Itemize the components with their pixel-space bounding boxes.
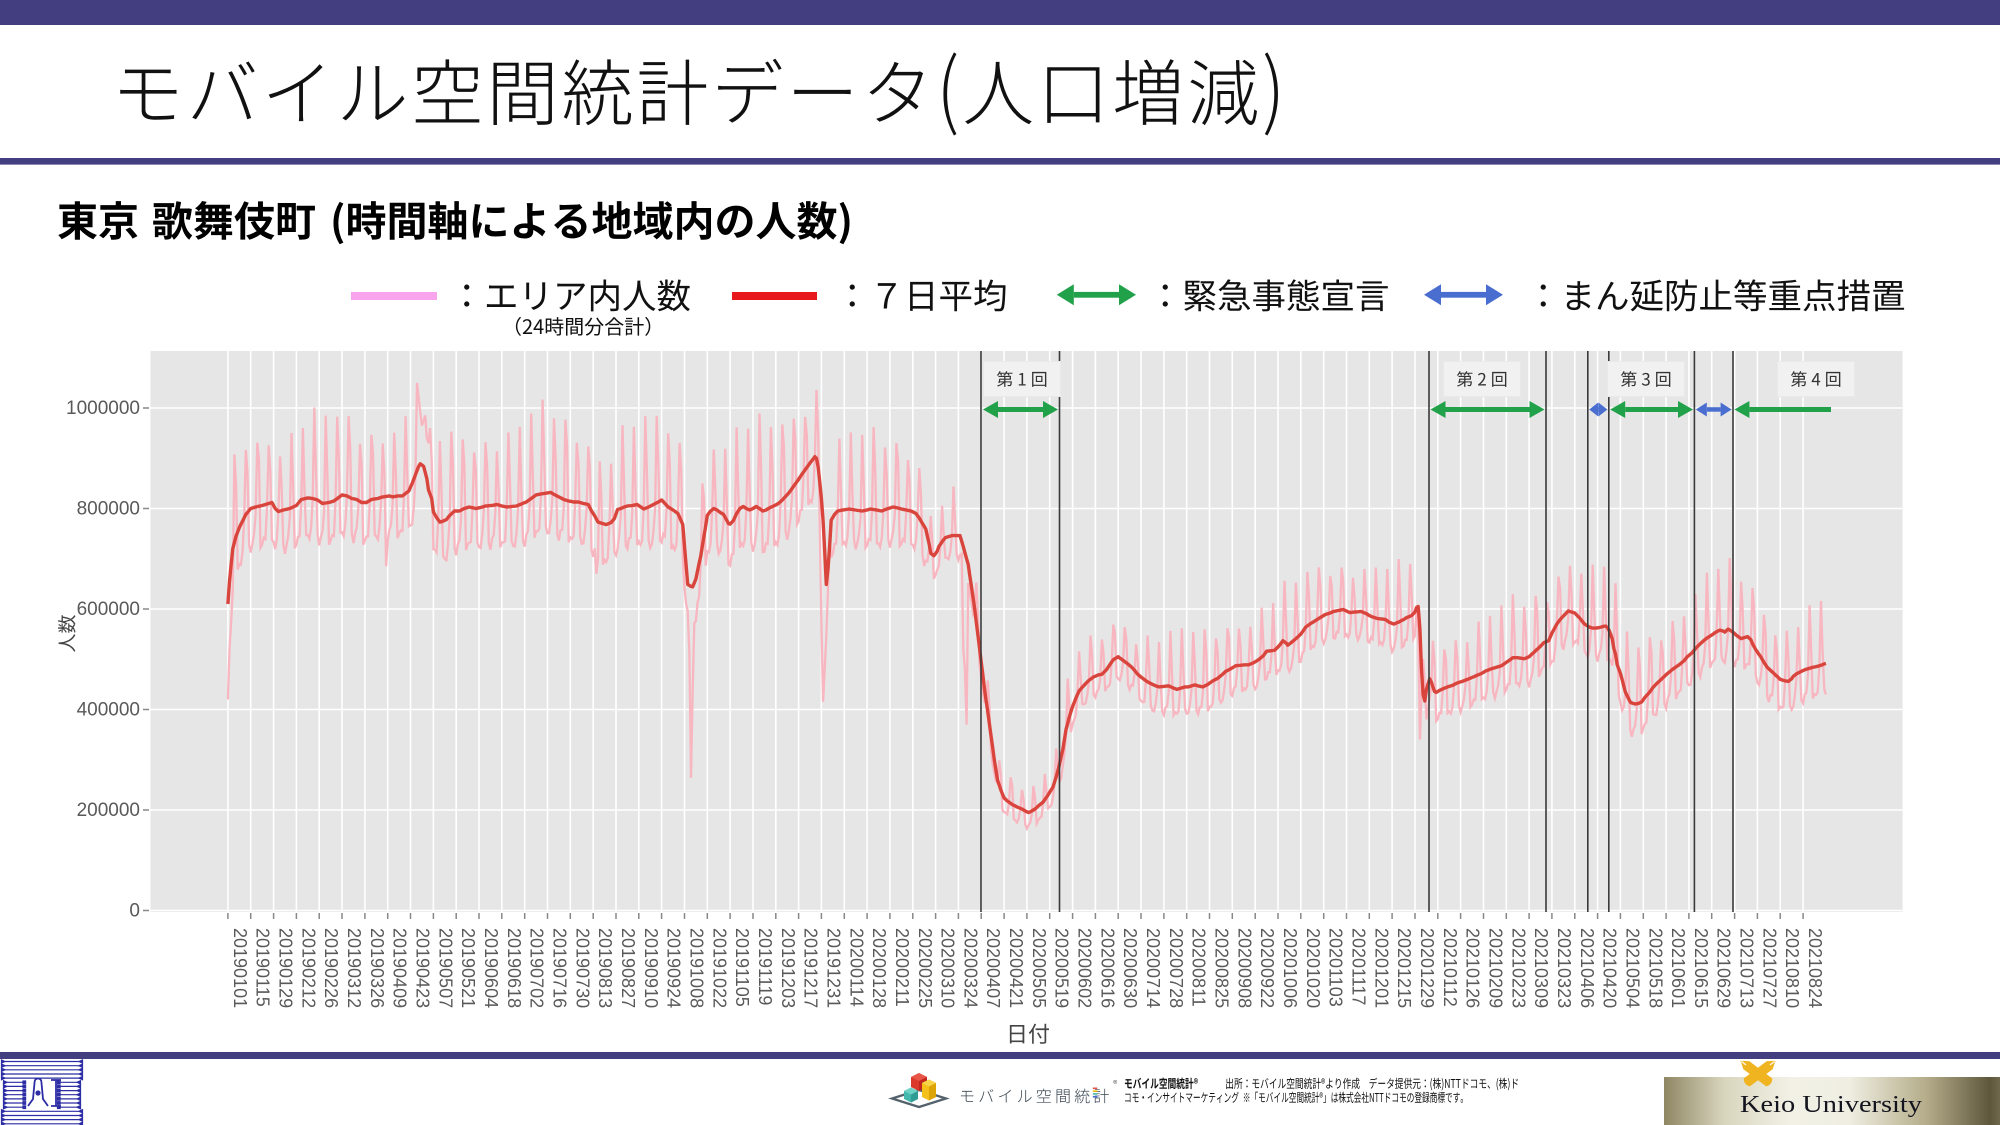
svg-text:20190115: 20190115: [253, 928, 273, 1007]
svg-text:20191008: 20191008: [687, 928, 707, 1008]
svg-text:20201201: 20201201: [1371, 928, 1391, 1008]
svg-text:20190716: 20190716: [550, 928, 570, 1008]
svg-text:20210824: 20210824: [1805, 928, 1825, 1008]
svg-text:20190312: 20190312: [344, 928, 364, 1008]
svg-text:20200324: 20200324: [960, 928, 980, 1008]
svg-text:20190409: 20190409: [390, 928, 410, 1008]
svg-text:20210518: 20210518: [1645, 928, 1665, 1008]
svg-text:20200602: 20200602: [1075, 928, 1095, 1008]
svg-text:20200922: 20200922: [1257, 928, 1277, 1008]
svg-text:20190618: 20190618: [504, 928, 524, 1008]
svg-text:20191105: 20191105: [732, 928, 752, 1007]
svg-text:800000: 800000: [77, 499, 140, 520]
svg-text:20191119: 20191119: [755, 928, 775, 1005]
svg-text:20190924: 20190924: [664, 928, 684, 1008]
svg-text:20201215: 20201215: [1394, 928, 1414, 1008]
svg-text:20200714: 20200714: [1143, 928, 1163, 1008]
svg-text:20200310: 20200310: [938, 928, 958, 1008]
svg-text:20210420: 20210420: [1600, 928, 1620, 1008]
svg-text:20201103: 20201103: [1326, 928, 1346, 1007]
svg-text:20201020: 20201020: [1303, 928, 1323, 1008]
svg-text:20210615: 20210615: [1691, 928, 1711, 1008]
svg-text:20210112: 20210112: [1440, 928, 1460, 1007]
svg-text:20190730: 20190730: [572, 928, 592, 1008]
svg-text:20201117: 20201117: [1349, 928, 1369, 1005]
svg-text:20210406: 20210406: [1577, 928, 1597, 1008]
svg-text:20190212: 20190212: [298, 928, 318, 1008]
svg-text:20210126: 20210126: [1463, 928, 1483, 1008]
svg-text:20190423: 20190423: [413, 928, 433, 1008]
svg-text:20190521: 20190521: [458, 928, 478, 1008]
svg-text:20210727: 20210727: [1759, 928, 1779, 1008]
svg-text:20190910: 20190910: [641, 928, 661, 1008]
svg-text:20200128: 20200128: [869, 928, 889, 1008]
svg-text:1000000: 1000000: [66, 398, 140, 419]
svg-text:20190827: 20190827: [618, 928, 638, 1008]
svg-text:20190604: 20190604: [481, 928, 501, 1008]
svg-text:20200505: 20200505: [1029, 928, 1049, 1008]
svg-text:20191022: 20191022: [709, 928, 729, 1008]
svg-text:20200811: 20200811: [1189, 928, 1209, 1007]
svg-text:20190226: 20190226: [321, 928, 341, 1008]
svg-text:20210810: 20210810: [1782, 928, 1802, 1008]
svg-text:20200114: 20200114: [846, 928, 866, 1007]
svg-text:20191217: 20191217: [801, 928, 821, 1008]
svg-text:20200519: 20200519: [1052, 928, 1072, 1008]
svg-text:20200407: 20200407: [983, 928, 1003, 1008]
svg-text:20210223: 20210223: [1508, 928, 1528, 1008]
svg-text:20190813: 20190813: [595, 928, 615, 1008]
svg-text:20210504: 20210504: [1622, 928, 1642, 1008]
svg-text:20200421: 20200421: [1006, 928, 1026, 1008]
svg-text:400000: 400000: [77, 700, 140, 721]
svg-text:20191203: 20191203: [778, 928, 798, 1008]
svg-text:Keio University: Keio University: [1740, 1092, 1922, 1118]
svg-text:20191231: 20191231: [823, 928, 843, 1008]
svg-text:20200225: 20200225: [915, 928, 935, 1008]
svg-text:20210629: 20210629: [1714, 928, 1734, 1008]
svg-text:600000: 600000: [77, 599, 140, 620]
svg-text:20210713: 20210713: [1737, 928, 1757, 1008]
svg-text:20190326: 20190326: [367, 928, 387, 1008]
svg-text:20190129: 20190129: [276, 928, 296, 1008]
svg-text:20210309: 20210309: [1531, 928, 1551, 1008]
svg-text:20200728: 20200728: [1166, 928, 1186, 1008]
svg-text:20190507: 20190507: [435, 928, 455, 1008]
svg-text:200000: 200000: [77, 800, 140, 821]
svg-text:20201229: 20201229: [1417, 928, 1437, 1008]
svg-text:20201006: 20201006: [1280, 928, 1300, 1008]
svg-text:20190101: 20190101: [230, 928, 250, 1008]
svg-text:20210601: 20210601: [1668, 928, 1688, 1008]
svg-text:20210209: 20210209: [1486, 928, 1506, 1008]
svg-text:20200630: 20200630: [1120, 928, 1140, 1008]
svg-text:20210323: 20210323: [1554, 928, 1574, 1008]
svg-text:20200825: 20200825: [1212, 928, 1232, 1008]
svg-text:20200616: 20200616: [1097, 928, 1117, 1008]
svg-text:20200908: 20200908: [1234, 928, 1254, 1008]
svg-text:0: 0: [129, 901, 140, 922]
svg-text:20200211: 20200211: [892, 928, 912, 1007]
svg-text:20190702: 20190702: [527, 928, 547, 1008]
